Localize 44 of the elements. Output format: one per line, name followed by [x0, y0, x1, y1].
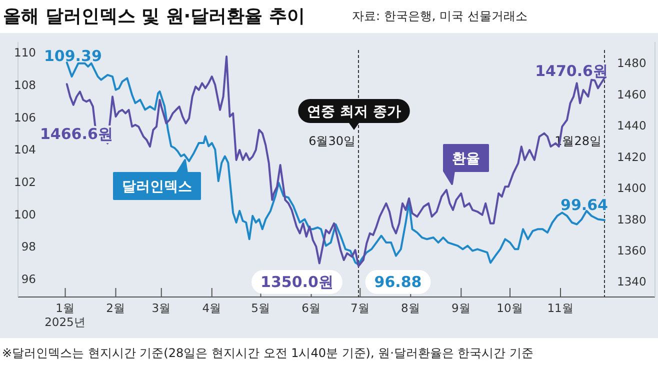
series-label: 달러인덱스: [122, 179, 192, 195]
x-tick-label: 9월: [451, 301, 471, 315]
y-tick-label: 100: [14, 207, 36, 222]
annotation: 1350.0원: [252, 270, 342, 294]
x-tick-label: 5월: [251, 301, 270, 315]
callout-series: 달러인덱스: [113, 159, 201, 200]
y2-tick-label: 1340: [617, 274, 646, 289]
x-tick-label: 6월: [302, 301, 321, 315]
x-tick-label: 1월 2025년: [44, 301, 86, 329]
callout-series: 환율: [443, 144, 489, 185]
y-tick-label: 106: [14, 110, 36, 124]
annotation: 96.88: [365, 270, 431, 294]
chart-title: 올해 달러인덱스 및 원·달러환율 추이: [3, 6, 305, 27]
y2-tick-label: 1400: [617, 181, 646, 196]
x-tick-label: 4월: [202, 301, 222, 315]
y-tick-label: 98: [21, 240, 36, 254]
y2-tick-label: 1460: [617, 87, 646, 102]
y-tick-label: 108: [14, 78, 36, 92]
x-tick-label: 2월: [106, 301, 126, 315]
annotation: 연중 최저 종가: [298, 99, 410, 130]
annotation: 99.64: [560, 196, 608, 214]
y-tick-label: 110: [14, 46, 36, 60]
series-label: 환율: [452, 151, 480, 167]
x-tick-label: 10월: [496, 301, 524, 315]
annotation: 연중 최저 종가: [307, 104, 401, 120]
y-tick-label: 96: [21, 272, 36, 286]
annotation: 96.88: [374, 273, 422, 291]
y2-tick-label: 1440: [617, 118, 646, 133]
annotation: 1350.0원: [260, 273, 334, 291]
y2-tick-label: 1420: [617, 150, 646, 164]
x-tick-label: 7월: [350, 301, 370, 315]
x-tick-label: 3월: [152, 301, 172, 315]
x-tick-label: 8월: [400, 301, 420, 315]
ref-line-label: 6월30일: [308, 134, 356, 148]
y-tick-label: 102: [14, 174, 36, 189]
annotation: 1470.6원: [535, 62, 608, 80]
x-tick-label: 11월: [547, 301, 574, 315]
y2-tick-label: 1480: [617, 56, 646, 70]
y2-tick-label: 1360: [617, 243, 646, 258]
y2-tick-label: 1380: [617, 212, 646, 226]
y-tick-label: 104: [14, 142, 36, 157]
annotation: 109.39: [44, 47, 102, 65]
annotation: 자료: 한국은행, 미국 선물거래소: [352, 9, 528, 23]
annotation: ※달러인덱스는 현지시간 기준(28일은 현지시간 오전 1시40분 기준), 원·달러환율은 한국시간 기준: [2, 346, 534, 360]
